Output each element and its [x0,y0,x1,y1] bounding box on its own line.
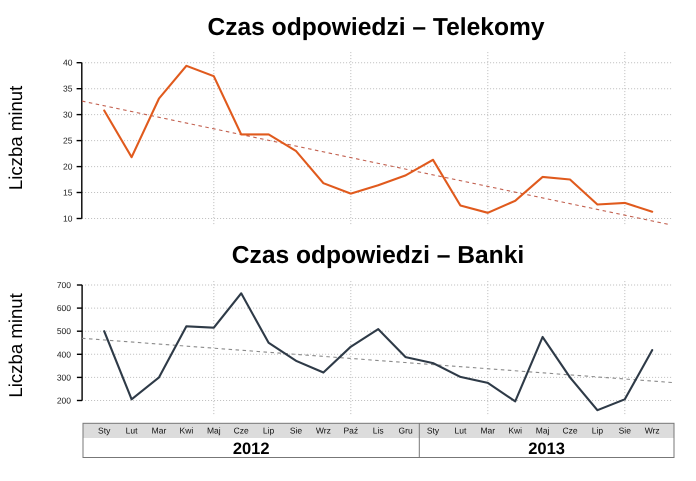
svg-text:30: 30 [63,110,73,120]
svg-text:Lut: Lut [126,426,138,436]
svg-text:Cze: Cze [562,426,577,436]
svg-text:2013: 2013 [528,440,565,458]
svg-text:Kwi: Kwi [180,426,194,436]
svg-text:Lip: Lip [592,426,604,436]
svg-text:Maj: Maj [536,426,550,436]
svg-text:Czas odpowiedzi – Telekomy: Czas odpowiedzi – Telekomy [207,14,544,41]
svg-text:10: 10 [63,214,73,224]
svg-text:15: 15 [63,188,73,198]
svg-text:Liczba minut: Liczba minut [5,85,26,190]
svg-text:20: 20 [63,162,73,172]
svg-text:Kwi: Kwi [508,426,522,436]
svg-text:Sie: Sie [619,426,632,436]
svg-text:Sty: Sty [427,426,440,436]
svg-text:Mar: Mar [480,426,495,436]
svg-text:Paź: Paź [343,426,358,436]
svg-text:35: 35 [63,84,73,94]
svg-text:600: 600 [57,303,71,313]
svg-text:300: 300 [57,372,71,382]
svg-text:Gru: Gru [399,426,413,436]
svg-text:Mar: Mar [152,426,167,436]
svg-text:Lip: Lip [263,426,275,436]
svg-text:Maj: Maj [207,426,221,436]
svg-text:Czas odpowiedzi – Banki: Czas odpowiedzi – Banki [232,242,524,269]
svg-text:200: 200 [57,396,71,406]
svg-text:Lis: Lis [373,426,384,436]
svg-text:Wrz: Wrz [316,426,331,436]
svg-text:Liczba minut: Liczba minut [5,292,26,397]
svg-text:40: 40 [63,58,73,68]
svg-text:Cze: Cze [234,426,249,436]
svg-text:Wrz: Wrz [645,426,660,436]
svg-text:Sty: Sty [98,426,111,436]
svg-text:400: 400 [57,349,71,359]
svg-text:700: 700 [57,280,71,290]
svg-text:Lut: Lut [454,426,466,436]
svg-text:Sie: Sie [290,426,303,436]
svg-text:500: 500 [57,326,71,336]
svg-text:25: 25 [63,136,73,146]
svg-text:2012: 2012 [233,440,270,458]
